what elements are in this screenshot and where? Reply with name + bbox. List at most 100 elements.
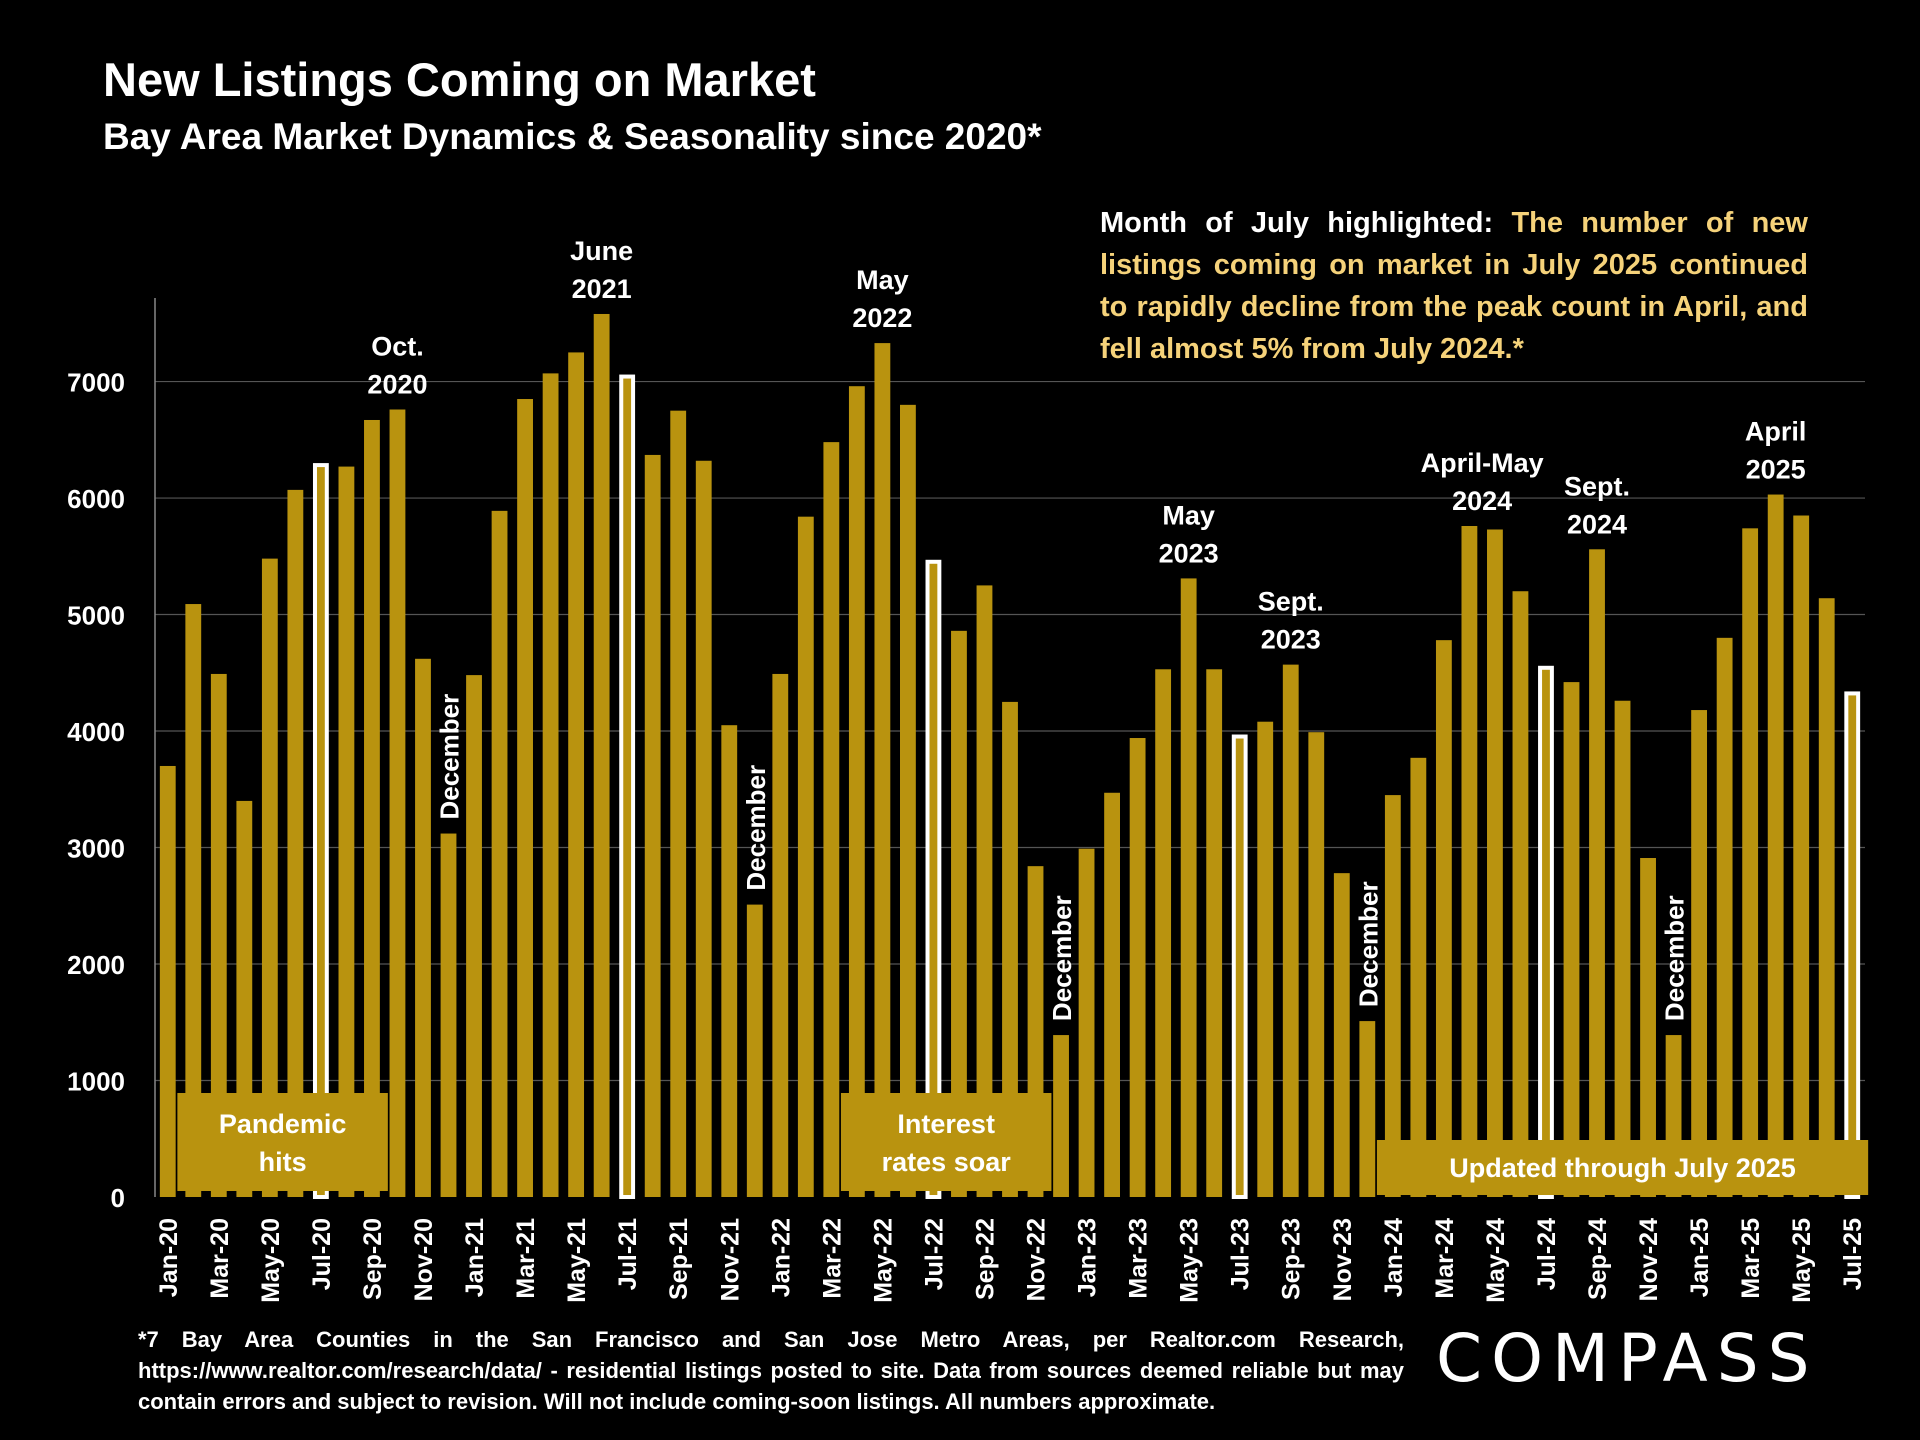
x-tick-label: Sep-24 [1584, 1218, 1612, 1300]
x-tick-label: Nov-24 [1635, 1218, 1663, 1301]
event-box-label: Pandemic [219, 1109, 347, 1139]
x-tick-label: Jan-24 [1380, 1218, 1408, 1297]
bar-Sep-23 [1282, 664, 1299, 1197]
bar-Dec-21 [746, 904, 763, 1197]
x-tick-label: Mar-24 [1431, 1218, 1459, 1299]
bar-Jun-20 [287, 489, 304, 1198]
bar-May-20 [261, 558, 278, 1197]
x-tick-label: Nov-21 [716, 1218, 744, 1301]
y-tick-label: 3000 [67, 834, 125, 864]
x-tick-label: May-24 [1482, 1218, 1510, 1303]
bar-Apr-22 [848, 386, 865, 1197]
x-tick-label: Jul-23 [1227, 1218, 1255, 1290]
bar-Nov-24 [1640, 858, 1656, 1197]
bar-Apr-21 [542, 373, 559, 1198]
x-tick-label: Mar-23 [1125, 1218, 1153, 1299]
x-tick-label: Jan-21 [461, 1218, 489, 1297]
bar-highlighted-Jul-21 [619, 374, 636, 1199]
bar-Oct-20 [389, 409, 406, 1197]
bar-Feb-22 [797, 516, 814, 1197]
december-label: December [435, 694, 465, 820]
x-tick-label: Sep-20 [359, 1218, 387, 1300]
x-tick-label: Jan-20 [155, 1218, 183, 1297]
chart-subtitle: Bay Area Market Dynamics & Seasonality s… [103, 116, 1042, 157]
event-box [840, 1093, 1052, 1191]
footnote: *7 Bay Area Counties in the San Francisc… [138, 1327, 1404, 1414]
x-tick-label: Jan-25 [1686, 1218, 1714, 1297]
bar-Jan-25 [1691, 710, 1708, 1197]
bar-Jun-21 [593, 313, 610, 1197]
december-label: December [1047, 895, 1077, 1021]
bar-Nov-23 [1333, 873, 1350, 1197]
peak-annotation: 2022 [852, 303, 912, 333]
bar-Apr-24 [1461, 525, 1478, 1197]
bar-Mar-24 [1435, 640, 1452, 1197]
bar-Jan-21 [466, 675, 482, 1197]
bar-Jun-22 [899, 404, 916, 1198]
bar-Nov-21 [721, 725, 738, 1197]
event-box-label: hits [259, 1147, 307, 1177]
bar-highlighted-Jul-22 [925, 559, 942, 1199]
x-tick-label: Nov-23 [1329, 1218, 1357, 1301]
x-tick-label: Jul-21 [614, 1218, 642, 1290]
bar-Feb-25 [1716, 637, 1733, 1197]
chart-title: New Listings Coming on Market [103, 53, 816, 106]
y-tick-label: 7000 [67, 368, 125, 398]
bar-Oct-23 [1308, 732, 1325, 1197]
bar-Sep-24 [1589, 549, 1605, 1197]
x-tick-label: May-22 [869, 1218, 897, 1303]
bar-Oct-24 [1614, 700, 1631, 1197]
bar-Aug-23 [1257, 721, 1274, 1197]
bar-Aug-22 [951, 630, 967, 1197]
peak-annotation: 2025 [1746, 455, 1806, 485]
peak-annotation: 2023 [1159, 538, 1219, 568]
peak-annotation: Oct. [371, 332, 424, 362]
bar-Mar-20 [210, 673, 227, 1197]
x-tick-label: May-25 [1788, 1218, 1816, 1303]
y-tick-label: 2000 [67, 950, 125, 980]
x-tick-label: Mar-22 [818, 1218, 846, 1299]
bar-May-23 [1180, 578, 1197, 1197]
bar-Jun-25 [1818, 598, 1835, 1197]
note-lead: Month of July highlighted: [1100, 207, 1494, 239]
bar-Mar-23 [1129, 738, 1146, 1197]
x-tick-label: Mar-25 [1737, 1218, 1765, 1299]
highlight-note: Month of July highlighted: The number of… [1100, 202, 1808, 370]
bar-Aug-20 [338, 466, 355, 1198]
december-label: December [1660, 895, 1690, 1021]
bar-Sep-22 [976, 585, 993, 1197]
x-tick-label: Sep-22 [971, 1218, 999, 1300]
bar-Dec-23 [1359, 1021, 1376, 1197]
x-tick-label: Mar-21 [512, 1218, 540, 1299]
bar-Aug-21 [644, 454, 661, 1197]
x-tick-label: Sep-23 [1278, 1218, 1306, 1300]
x-tick-label: May-23 [1176, 1218, 1204, 1303]
bar-Jan-23 [1078, 848, 1095, 1197]
peak-annotation: June [570, 236, 633, 266]
bar-Sep-20 [364, 419, 380, 1198]
x-tick-label: Jul-22 [920, 1218, 948, 1290]
y-tick-label: 1000 [67, 1067, 125, 1097]
x-tick-label: Jan-22 [767, 1218, 795, 1297]
note-body: The number of new listings coming on mar… [1100, 207, 1808, 365]
bar-highlighted-Jul-23 [1231, 734, 1248, 1199]
bar-Sep-21 [670, 410, 687, 1197]
x-tick-label: Nov-20 [410, 1218, 438, 1301]
bar-Jun-23 [1206, 669, 1223, 1197]
december-label: December [1353, 881, 1383, 1007]
x-tick-label: Jan-23 [1074, 1218, 1102, 1297]
bar-Mar-22 [823, 442, 840, 1197]
bar-Dec-22 [1053, 1035, 1069, 1197]
x-tick-label: Nov-22 [1023, 1218, 1051, 1301]
x-tick-label: Jul-24 [1533, 1218, 1561, 1290]
bar-Apr-25 [1767, 494, 1784, 1197]
peak-annotation: 2021 [572, 274, 632, 304]
bar-May-21 [568, 352, 585, 1197]
y-tick-label: 0 [111, 1183, 125, 1213]
bar-Feb-24 [1410, 757, 1427, 1197]
event-box [1376, 1140, 1869, 1195]
y-tick-label: 4000 [67, 717, 125, 747]
bar-Apr-23 [1155, 669, 1172, 1197]
bar-Mar-25 [1742, 528, 1759, 1197]
